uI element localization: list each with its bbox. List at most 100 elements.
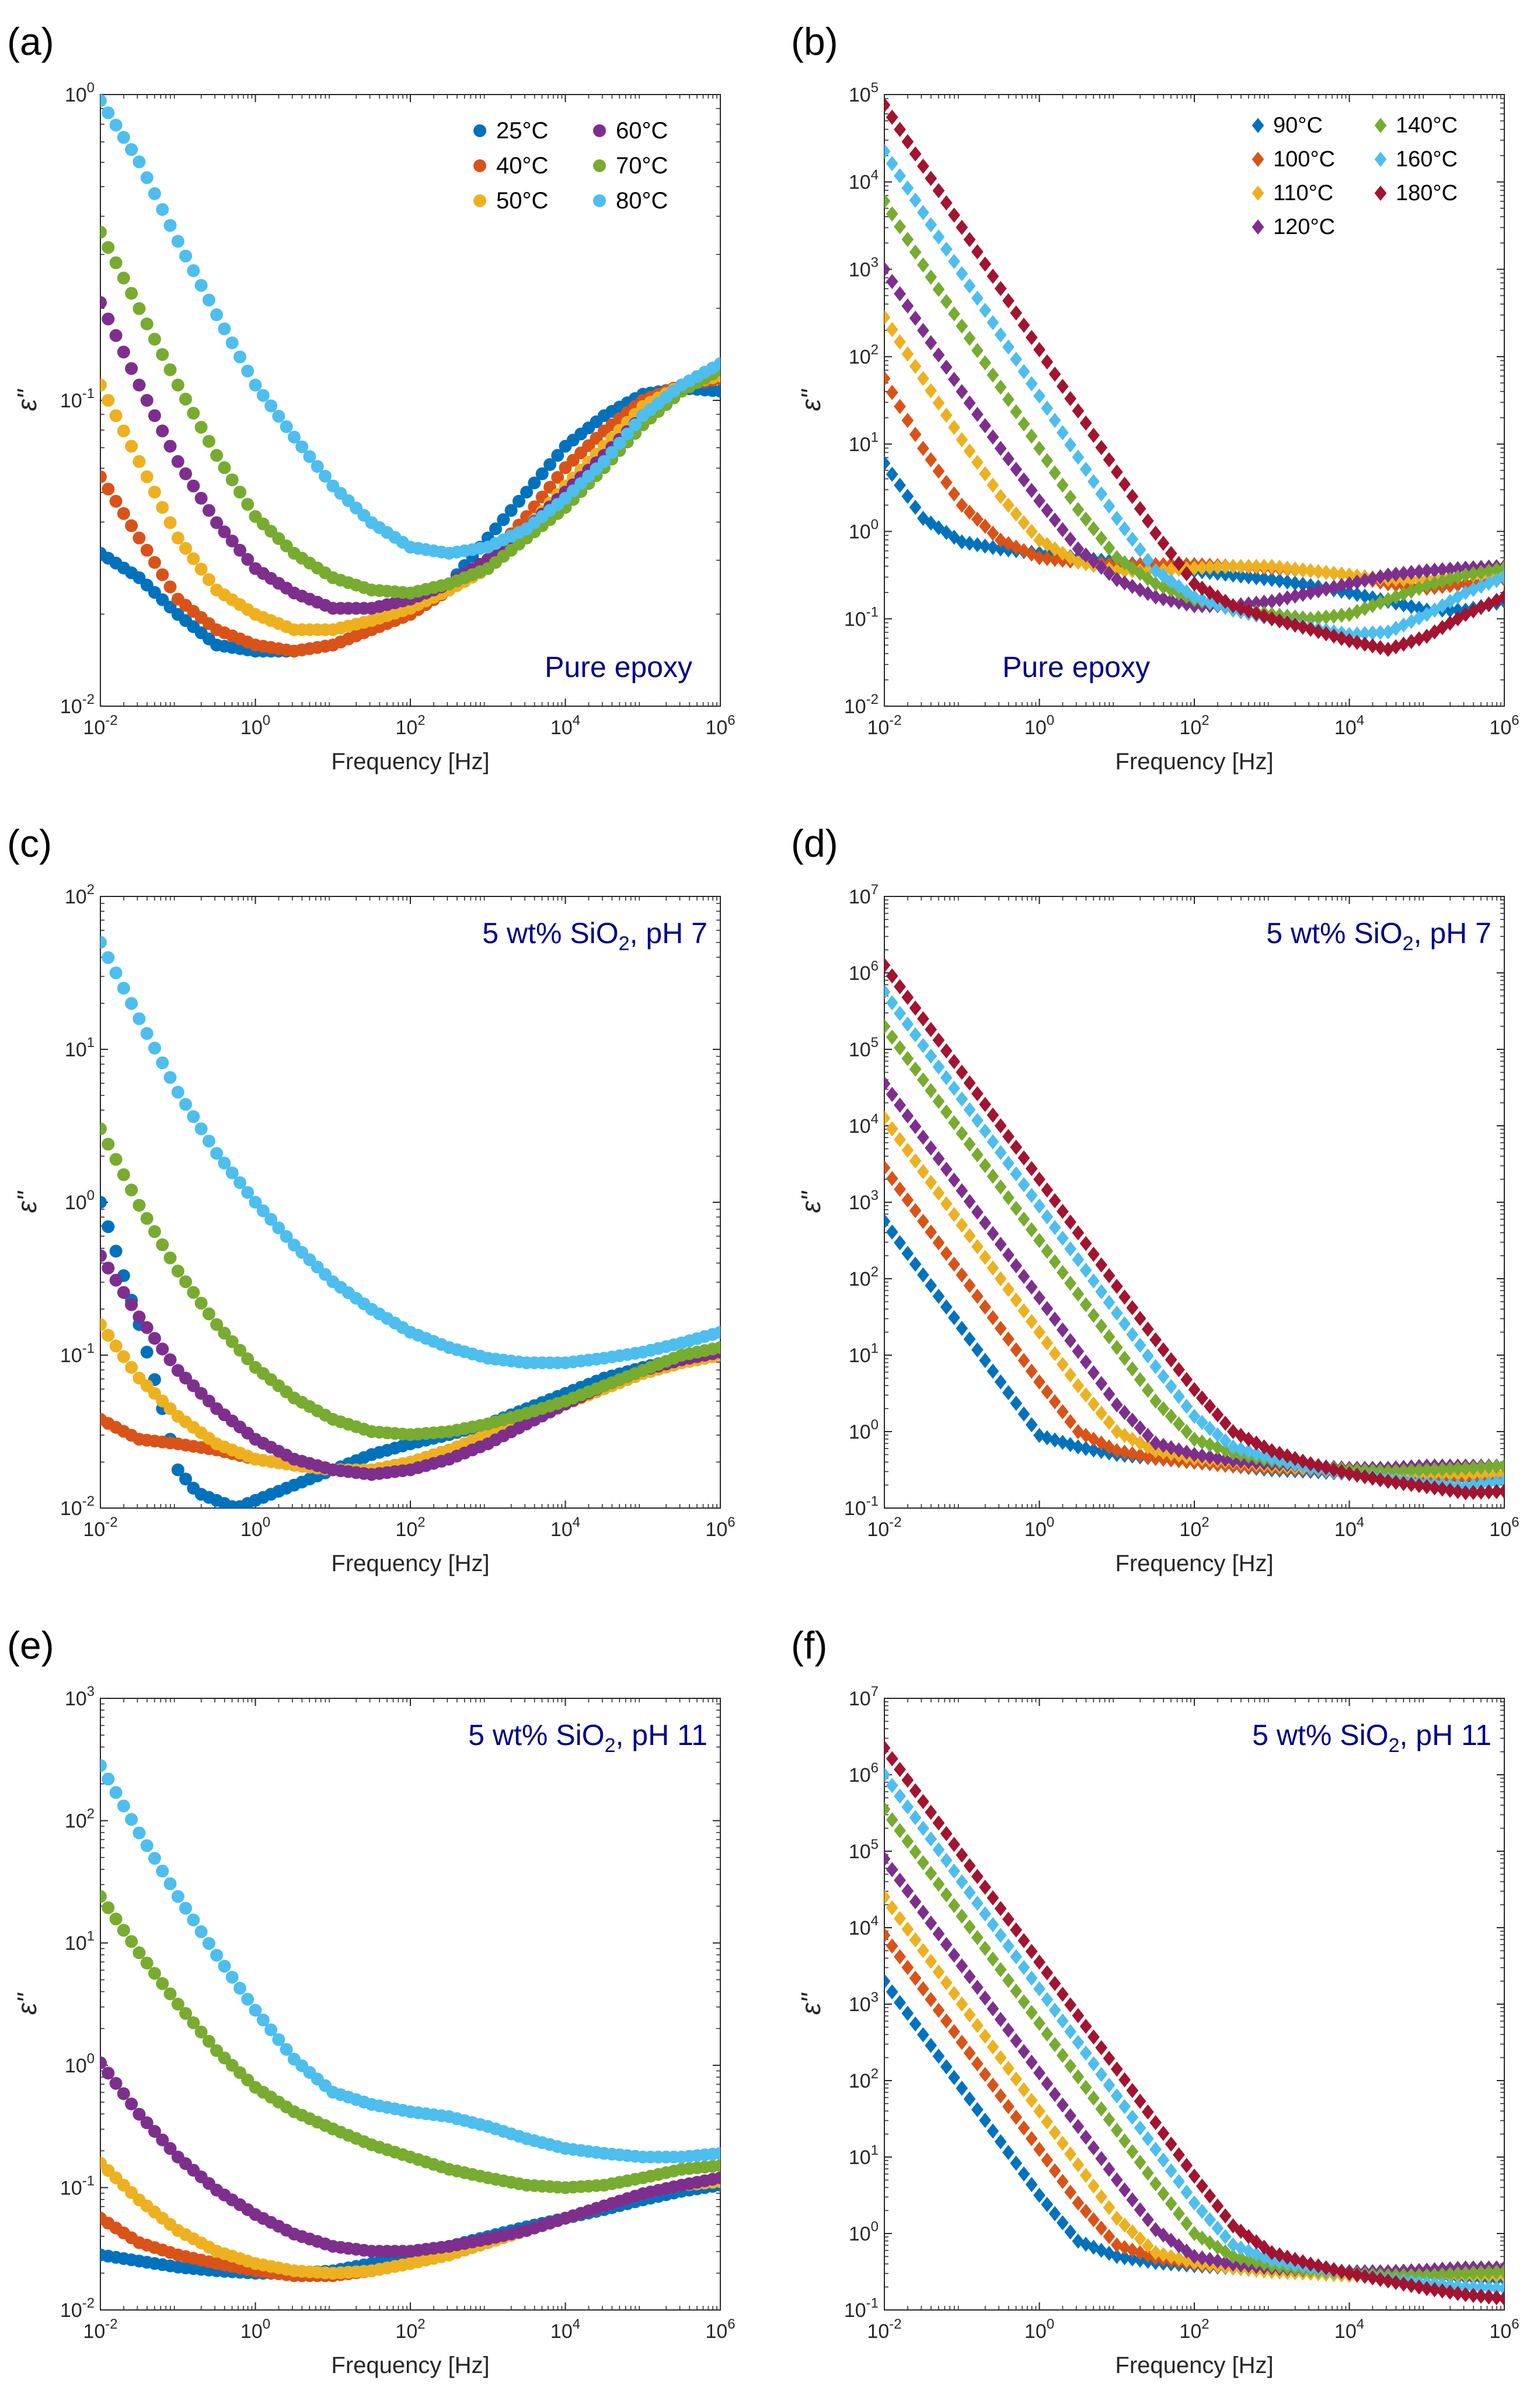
data-point xyxy=(1072,1343,1085,1359)
data-point xyxy=(171,1998,184,2011)
data-point xyxy=(140,2116,154,2130)
data-point xyxy=(1041,1430,1054,1446)
data-point xyxy=(295,440,309,453)
legend-marker xyxy=(593,194,606,207)
data-point xyxy=(894,1235,906,1251)
data-point xyxy=(1010,1258,1023,1273)
data-point xyxy=(1397,2276,1410,2292)
y-tick-label: 105 xyxy=(849,80,879,106)
data-point xyxy=(1165,1408,1177,1424)
data-point xyxy=(1483,575,1495,591)
data-point xyxy=(956,497,968,513)
data-point xyxy=(171,531,184,545)
data-point xyxy=(1281,590,1294,606)
data-point xyxy=(1428,2267,1441,2283)
data-point xyxy=(894,979,906,994)
data-point xyxy=(884,193,891,209)
data-point xyxy=(1266,611,1278,627)
data-point xyxy=(1072,2034,1085,2050)
data-point xyxy=(1079,1387,1092,1403)
series-80°C xyxy=(100,1759,720,2163)
data-point xyxy=(932,1926,945,1942)
data-point xyxy=(1010,2109,1023,2125)
y-tick-label: 103 xyxy=(849,254,879,281)
data-point xyxy=(1312,624,1325,640)
data-point xyxy=(249,378,262,392)
data-point xyxy=(1017,2166,1030,2182)
data-point xyxy=(979,538,991,554)
data-point xyxy=(909,1894,922,1910)
data-point xyxy=(1017,1211,1030,1227)
data-point xyxy=(916,2027,929,2043)
data-point xyxy=(971,1289,984,1304)
y-tick-label: 10-1 xyxy=(844,604,879,630)
data-point xyxy=(218,1156,231,1170)
data-point xyxy=(171,1890,184,1903)
data-point xyxy=(1079,1297,1092,1313)
legend-label: 40°C xyxy=(496,153,548,179)
data-point xyxy=(940,1852,953,1868)
y-tick-label: 10-2 xyxy=(60,692,95,718)
data-point xyxy=(884,1740,891,1756)
data-point xyxy=(179,1275,192,1289)
data-point xyxy=(210,449,224,462)
data-markers xyxy=(100,936,720,1508)
data-point xyxy=(1490,2280,1503,2296)
data-point xyxy=(1180,2184,1193,2200)
data-point xyxy=(202,1307,215,1321)
data-point xyxy=(932,463,945,479)
data-point xyxy=(1459,567,1472,583)
data-point xyxy=(1064,2108,1076,2124)
data-point xyxy=(1289,575,1301,591)
x-tick-label: 100 xyxy=(1024,713,1054,739)
data-point xyxy=(194,1122,208,1136)
data-point xyxy=(1226,2249,1239,2264)
data-point xyxy=(1165,2136,1177,2152)
legend-marker xyxy=(473,194,486,207)
legend-marker xyxy=(1374,152,1387,167)
y-axis-label: ε" xyxy=(12,388,42,411)
data-point xyxy=(241,1352,255,1366)
data-point xyxy=(1041,2114,1054,2130)
data-point xyxy=(125,1813,138,1826)
data-point xyxy=(925,1174,937,1190)
data-point xyxy=(1296,562,1309,578)
data-point xyxy=(894,334,906,350)
data-point xyxy=(963,395,976,411)
data-point xyxy=(916,1213,929,1229)
data-point xyxy=(894,1788,906,1804)
data-point xyxy=(1173,1442,1185,1458)
data-point xyxy=(1079,1440,1092,1456)
data-point xyxy=(133,1946,146,1959)
data-point xyxy=(1296,587,1309,602)
data-point xyxy=(1048,413,1061,428)
data-point xyxy=(1149,589,1162,605)
data-point xyxy=(1242,569,1255,585)
data-point xyxy=(1428,563,1441,578)
data-point xyxy=(1173,1388,1185,1404)
data-point xyxy=(714,385,720,398)
data-point xyxy=(1056,546,1069,561)
x-tick-label: 106 xyxy=(1489,713,1519,739)
data-point xyxy=(109,256,123,270)
data-point xyxy=(117,1799,130,1813)
data-point xyxy=(1110,2061,1123,2077)
data-point xyxy=(971,290,984,306)
data-point xyxy=(916,257,929,273)
data-point xyxy=(925,269,937,285)
data-point xyxy=(1134,1420,1146,1436)
panel-c: 10-2 100 102 104 106 10-2 10-1 100 101 102 Frequen… xyxy=(7,822,736,1576)
data-point xyxy=(1002,2099,1015,2114)
data-point xyxy=(1490,1458,1503,1474)
data-point xyxy=(1010,2071,1023,2087)
data-point xyxy=(1475,2265,1487,2281)
data-point xyxy=(1110,464,1123,480)
data-point xyxy=(886,156,898,172)
data-point xyxy=(1110,1339,1123,1355)
data-point xyxy=(1110,2172,1123,2188)
legend-marker xyxy=(593,159,606,172)
data-point xyxy=(1088,553,1100,569)
data-point xyxy=(218,461,231,474)
data-point xyxy=(1405,1477,1418,1492)
data-point xyxy=(948,420,960,435)
